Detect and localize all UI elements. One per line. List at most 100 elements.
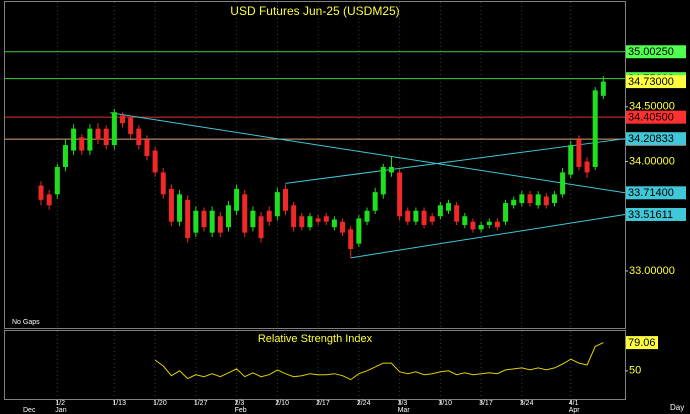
month-label: Feb: [235, 407, 247, 414]
candle-body: [160, 172, 166, 195]
price-marker: [626, 45, 686, 59]
month-label: Apr: [569, 407, 581, 414]
x-tick-label: 4/1: [569, 400, 579, 407]
candle-body: [46, 194, 52, 206]
candle-body: [331, 219, 337, 228]
candle-body: [185, 199, 191, 239]
rsi-line: [154, 342, 604, 381]
candle-body: [217, 216, 223, 233]
candle-body: [470, 221, 476, 230]
candle-body: [38, 185, 44, 200]
x-axis-label: Day: [670, 403, 684, 412]
candle-body: [560, 172, 566, 195]
x-tick-label: 3/17: [479, 400, 493, 407]
y-tick-label: 34.50000: [629, 101, 675, 113]
candle-body: [315, 218, 321, 222]
candle-body: [283, 188, 288, 211]
candle-body: [356, 218, 362, 244]
price-marker-label: 34.40500: [628, 112, 674, 124]
candle-body: [307, 216, 313, 228]
candle-body: [576, 139, 582, 167]
candle-body: [340, 221, 346, 233]
candle-body: [54, 166, 60, 195]
candle-body: [535, 194, 541, 206]
rsi-panel: [4, 330, 626, 400]
candle-body: [462, 216, 468, 225]
chart-title: USD Futures Jun-25 (USDM25): [230, 4, 399, 18]
candle-body: [568, 145, 574, 175]
x-tick-label: 2/3: [235, 400, 245, 407]
candle-body: [152, 150, 158, 173]
x-tick-label: 1/27: [194, 400, 208, 407]
candle-body: [128, 117, 134, 135]
x-tick-label: 1/13: [112, 400, 126, 407]
candle-body: [437, 205, 443, 217]
candle-body: [120, 115, 125, 124]
price-marker: [626, 132, 686, 146]
rsi-title: Relative Strength Index: [258, 333, 373, 345]
price-panel: [4, 1, 626, 329]
candle-body: [87, 128, 93, 151]
price-marker-label: 34.20833: [628, 133, 674, 145]
price-marker: [626, 110, 686, 124]
month-label: Mar: [398, 407, 411, 414]
candle-body: [527, 194, 533, 204]
price-marker-label: 35.00250: [628, 46, 674, 58]
candle-body: [168, 188, 174, 222]
x-tick-label: 1/2: [55, 400, 65, 407]
candle-body: [136, 128, 142, 146]
candle-body: [478, 224, 484, 230]
candle-body: [584, 161, 590, 173]
candle-body: [551, 194, 557, 204]
candle-body: [250, 210, 256, 228]
candle-body: [600, 81, 606, 96]
price-marker-label: 33.71400: [628, 187, 674, 199]
candle-body: [103, 128, 109, 146]
candle-body: [323, 216, 329, 222]
trendline: [350, 213, 626, 259]
candle-body: [405, 210, 411, 222]
candle-body: [421, 210, 427, 225]
x-tick-label: 2/17: [316, 400, 330, 407]
trendline: [110, 112, 626, 194]
rsi-tick-label: 50: [629, 365, 641, 377]
candle-body: [209, 210, 215, 233]
candle-body: [291, 205, 297, 228]
month-label: Dec: [23, 407, 36, 414]
price-marker: [626, 186, 686, 200]
candle-body: [592, 90, 598, 167]
candle-body: [364, 210, 370, 222]
candle-body: [494, 221, 500, 228]
candle-body: [413, 210, 419, 222]
candle-body: [486, 221, 492, 225]
price-marker-label: 33.51611: [628, 209, 673, 221]
candle-body: [348, 229, 354, 250]
candle-body: [62, 145, 68, 167]
candle-body: [454, 205, 460, 222]
candle-body: [193, 210, 199, 233]
candle-body: [543, 196, 549, 206]
note: No Gaps: [12, 319, 40, 326]
candle-body: [177, 194, 183, 222]
x-tick-label: 3/10: [438, 400, 452, 407]
y-tick-label: 33.00000: [629, 265, 675, 277]
candle-body: [71, 128, 77, 151]
price-marker: [626, 75, 686, 89]
candle-body: [274, 192, 280, 217]
price-marker-label: 34.73000: [628, 76, 674, 88]
month-label: Jan: [55, 407, 66, 414]
price-marker: [626, 207, 686, 221]
candle-body: [446, 203, 451, 211]
rsi-marker: [626, 336, 658, 350]
candle-body: [388, 166, 394, 173]
x-tick-label: 1/20: [153, 400, 167, 407]
candle-body: [266, 210, 272, 222]
candle-body: [201, 210, 207, 228]
x-tick-label: 3/24: [520, 400, 534, 407]
candle-body: [372, 192, 378, 211]
candle-body: [144, 139, 150, 157]
candle-body: [299, 216, 305, 228]
x-tick-label: 2/24: [357, 400, 371, 407]
